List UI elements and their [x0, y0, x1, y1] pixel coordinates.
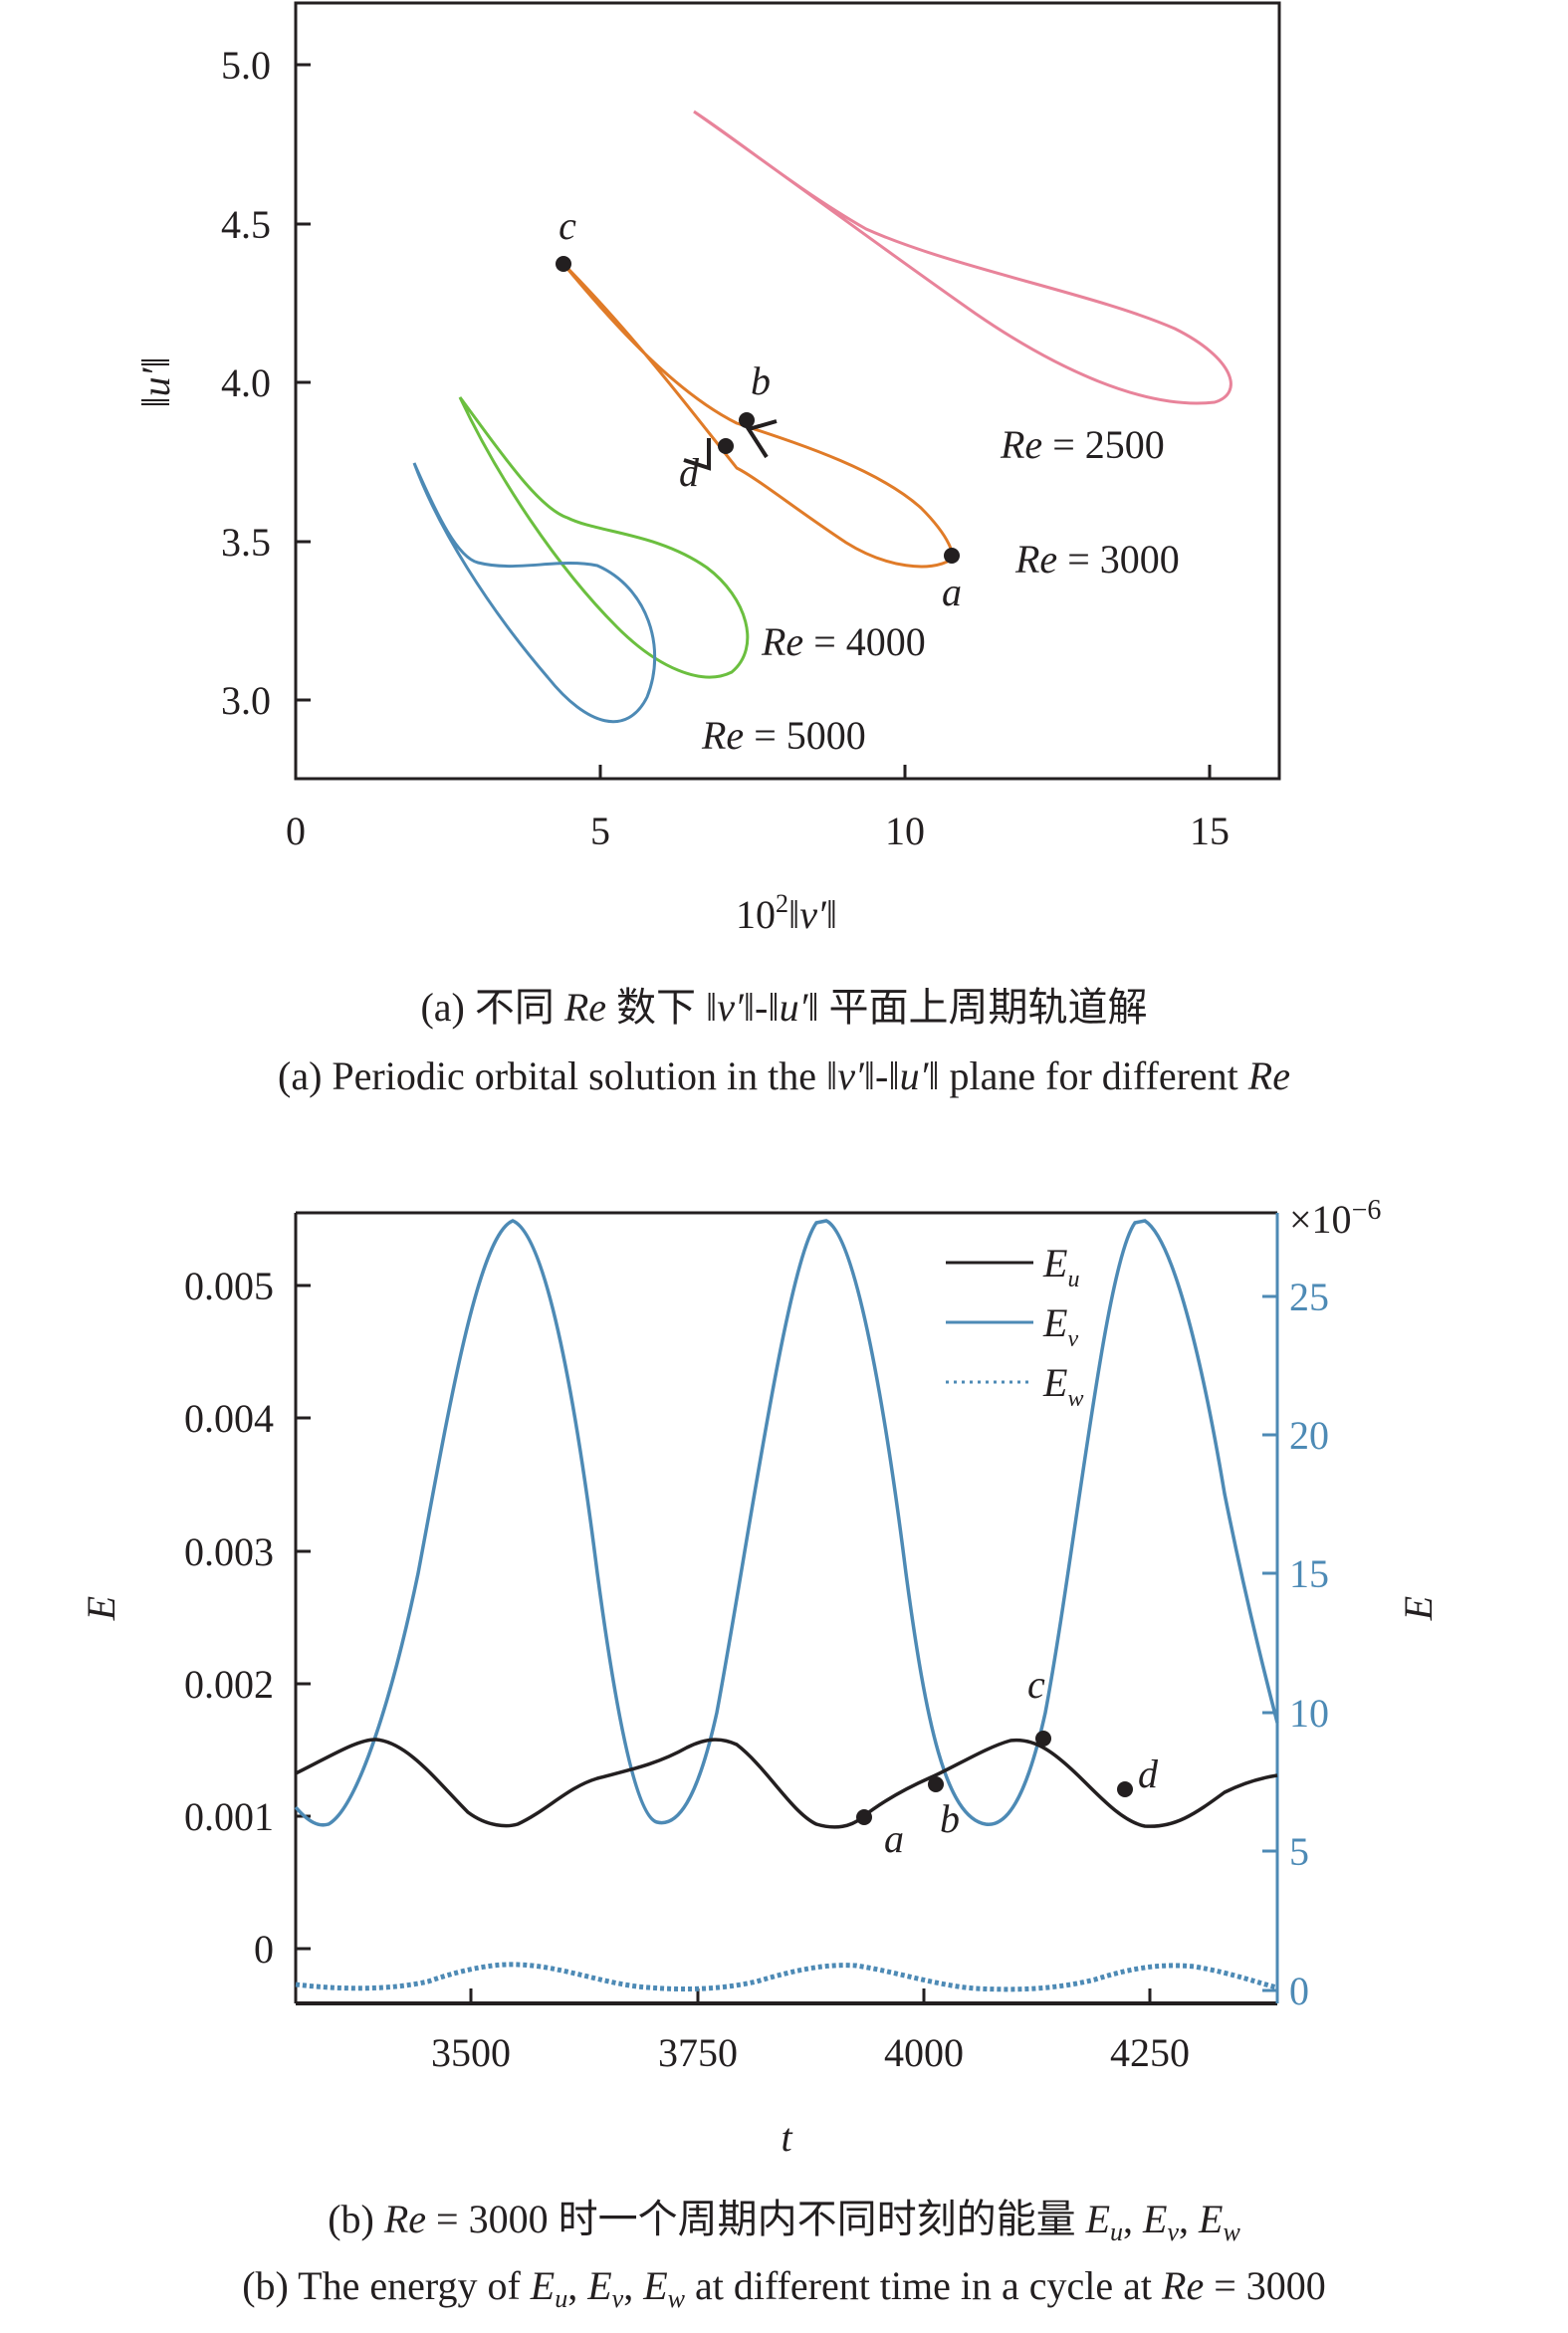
series-e-v — [294, 1219, 1279, 1827]
marker-b — [739, 412, 755, 428]
plot-b-right-ticks — [1262, 1294, 1277, 1992]
marker-d — [718, 438, 734, 454]
plot-b-x-axis-title: t — [781, 2115, 792, 2160]
svg-text:4.0: 4.0 — [221, 360, 271, 405]
svg-text:0: 0 — [1289, 1969, 1309, 2013]
series-e-w — [295, 1962, 1278, 1992]
plot-a-frame — [294, 1, 1281, 781]
plot-b-x-ticks — [469, 1988, 1152, 2003]
label-re-3000: Re = 3000 — [1014, 537, 1180, 582]
marker-c — [1035, 1731, 1051, 1747]
plot-a-x-axis-title: 102‖v′‖ — [736, 889, 837, 937]
svg-text:a: a — [884, 1816, 904, 1861]
svg-text:20: 20 — [1289, 1413, 1329, 1458]
svg-text:4250: 4250 — [1110, 2030, 1190, 2075]
plot-a-y-tick-labels: 5.0 4.5 4.0 3.5 3.0 — [221, 43, 271, 723]
right-axis-multiplier: ×10−6 — [1289, 1195, 1381, 1242]
curve-re-5000 — [412, 462, 657, 724]
svg-text:0.001: 0.001 — [184, 1794, 274, 1839]
svg-text:Ew: Ew — [1042, 1360, 1083, 1412]
series-e-u — [295, 1738, 1278, 1829]
marker-b — [928, 1776, 944, 1792]
plot-a-x-ticks — [598, 765, 1212, 779]
svg-text:4000: 4000 — [884, 2030, 964, 2075]
svg-text:0.005: 0.005 — [184, 1264, 274, 1308]
figure-b-caption-cn: (b) Re = 3000 时一个周期内不同时刻的能量 Eu, Ev, Ew — [328, 2197, 1240, 2246]
figure-b-caption-en: (b) The energy of Eu, Ev, Ew at differen… — [242, 2263, 1326, 2313]
svg-text:15: 15 — [1190, 809, 1230, 853]
direction-arrows — [683, 419, 778, 471]
plot-b-y-ticks — [296, 1283, 311, 1951]
svg-text:a: a — [942, 570, 962, 614]
svg-text:b: b — [940, 1796, 960, 1841]
plot-a-marker-labels: a b c d — [559, 203, 962, 614]
svg-text:Eu: Eu — [1042, 1241, 1079, 1292]
plot-a-markers — [556, 256, 960, 564]
curve-re-4000 — [458, 396, 750, 679]
label-re-4000: Re = 4000 — [761, 619, 926, 664]
plot-b-markers — [856, 1731, 1133, 1825]
svg-text:Ev: Ev — [1042, 1300, 1078, 1352]
svg-text:5: 5 — [590, 809, 610, 853]
svg-text:3500: 3500 — [431, 2030, 511, 2075]
svg-text:0.002: 0.002 — [184, 1662, 274, 1707]
svg-text:0: 0 — [286, 809, 306, 853]
re-annotations: Re = 2500 Re = 3000 Re = 4000 Re = 5000 — [701, 422, 1180, 758]
plot-b-y-tick-labels: 0.005 0.004 0.003 0.002 0.001 0 — [184, 1264, 274, 1972]
plot-a-y-axis-title: ‖u′‖ — [133, 356, 178, 407]
plot-b-right-tick-labels: 25 20 15 10 5 0 — [1289, 1275, 1329, 2013]
plot-b-marker-labels: a b c d — [884, 1662, 1159, 1861]
svg-text:4.5: 4.5 — [221, 202, 271, 247]
marker-a — [944, 548, 960, 564]
figure-a-plot: 5.0 4.5 4.0 3.5 3.0 0 5 10 15 ‖u′‖ 102‖v… — [133, 1, 1281, 937]
marker-a — [856, 1809, 872, 1825]
plot-b-x-tick-labels: 3500 3750 4000 4250 — [431, 2030, 1190, 2075]
svg-text:10: 10 — [1289, 1691, 1329, 1736]
marker-d — [1117, 1781, 1133, 1797]
svg-text:5.0: 5.0 — [221, 43, 271, 88]
svg-text:d: d — [1138, 1751, 1159, 1796]
plot-a-y-ticks — [296, 63, 311, 702]
svg-text:d: d — [679, 450, 700, 495]
svg-text:3.0: 3.0 — [221, 678, 271, 723]
svg-text:0.003: 0.003 — [184, 1529, 274, 1574]
plot-b-y-right-axis-title: E — [1396, 1596, 1441, 1621]
svg-text:3750: 3750 — [658, 2030, 738, 2075]
svg-text:15: 15 — [1289, 1551, 1329, 1596]
svg-text:10: 10 — [885, 809, 925, 853]
plot-b-y-axis-title: E — [79, 1596, 123, 1621]
svg-text:25: 25 — [1289, 1275, 1329, 1319]
label-re-2500: Re = 2500 — [1000, 422, 1165, 467]
figure-a-caption-cn: (a) 不同 Re 数下 ‖v′‖-‖u′‖ 平面上周期轨道解 — [420, 985, 1148, 1030]
svg-text:5: 5 — [1289, 1829, 1309, 1874]
svg-text:c: c — [1027, 1662, 1045, 1707]
svg-text:b: b — [751, 358, 771, 403]
plot-a-x-tick-labels: 0 5 10 15 — [286, 809, 1230, 853]
svg-text:c: c — [559, 203, 576, 248]
svg-text:0.004: 0.004 — [184, 1396, 274, 1441]
label-re-5000: Re = 5000 — [701, 713, 866, 758]
svg-text:3.5: 3.5 — [221, 520, 271, 565]
svg-text:0: 0 — [254, 1927, 274, 1972]
figure-a-caption-en: (a) Periodic orbital solution in the ‖v′… — [278, 1053, 1290, 1098]
marker-c — [556, 256, 571, 272]
plot-b-legend: Eu Ev Ew — [946, 1241, 1083, 1412]
curve-re-2500 — [693, 110, 1232, 405]
